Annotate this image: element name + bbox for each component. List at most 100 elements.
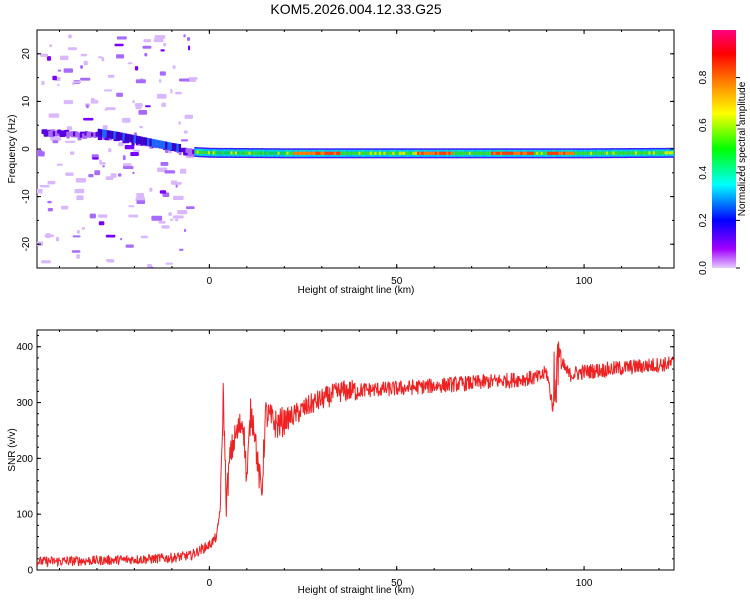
trace-segment [102,129,105,138]
trace-band-core [599,151,602,155]
colorbar-tick-label: 0.4 [698,165,709,179]
noise-speck [39,185,50,188]
trace-band-core [212,151,215,155]
snr-frame [36,329,675,571]
trace-band-core [405,151,409,155]
colorbar-ticks: 0.0 0.2 0.4 0.6 0.8 [698,70,740,275]
colorbar-label: Normalized spectral amplitude [737,81,748,216]
trace-segment [174,143,177,152]
trace-band-core [399,151,402,155]
trace-band-core [383,151,386,155]
trace-band-core [250,151,253,155]
trace-band-core [441,151,445,155]
noise-speck [107,260,115,263]
noise-speck [72,235,81,238]
trace-band-core [614,151,618,155]
trace-band-core [506,151,510,155]
noise-speck [66,126,73,131]
noise-speck [170,88,173,94]
trace-band-core [594,151,597,155]
noise-speck [136,200,146,204]
trace-band-core [221,151,224,155]
trace-band-core [259,151,262,155]
trace-band-core [324,151,328,155]
trace-band-core [390,151,393,155]
trace-band-core [509,151,512,155]
noise-speck [122,155,126,161]
trace-band-core [653,151,656,155]
noise-speck [125,244,134,248]
trace-segment [144,137,148,146]
trace-band-core [569,151,573,155]
trace-band-core [468,151,472,155]
noise-speck [63,100,74,105]
noise-speck [142,45,152,49]
noise-speck [114,43,124,47]
noise-speck [80,53,87,57]
trace-band-core [273,151,276,155]
trace-band-core [237,151,240,155]
noise-speck [65,172,74,176]
noise-speck [162,192,170,197]
trace-band-core [644,151,647,155]
noise-speck [183,130,188,134]
noise-speck [183,34,186,38]
noise-speck [68,47,77,51]
noise-speck [56,163,63,166]
y-tick-label: -10 [21,189,32,204]
trace-band-core [531,151,534,155]
noise-speck [173,215,184,219]
trace-segment [131,134,134,143]
trace-band-core [252,151,256,155]
trace-segment [156,139,159,148]
trace-band-core [302,151,305,155]
trace-band-core [331,151,334,155]
trace-band-core [434,151,438,155]
x-tick-label: 100 [576,578,593,589]
trace-band-core [428,151,431,155]
trace-band-core [257,151,260,155]
trace-band-core [576,151,579,155]
x-tick-label: 50 [391,276,403,287]
trace-band-core [327,151,330,155]
noise-speck [48,113,60,118]
noise-speck [46,56,51,61]
trace-band-core [664,151,667,155]
trace-band-core [234,151,238,155]
noise-speck [149,187,153,192]
trace-band-core [655,151,658,155]
trace-band-core [300,151,303,155]
trace-band-core [592,151,595,155]
snr-ticks: 0 50 100 0 100 200 300 400 [16,330,674,589]
trace-band-core [201,150,204,154]
noise-speck [180,139,188,142]
noise-speck [102,165,105,168]
noise-speck [47,180,56,185]
trace-band-core [198,150,202,154]
trace-band-core [385,151,388,155]
noise-speck [57,69,62,72]
noise-speck [177,210,188,215]
trace-band-core [345,151,348,155]
trace-band-core [421,151,424,155]
noise-speck [175,91,182,95]
trace-band-core [581,151,584,155]
trace-band-core [617,151,620,155]
trace-band-core [513,151,516,155]
x-tick-label: 0 [207,276,213,287]
trace-band-core [311,151,314,155]
trace-band-core [666,151,669,155]
trace-band-core [282,151,285,155]
trace-band-core [381,151,384,155]
trace-band-core [358,151,361,155]
spectrogram-ticks: 0 50 100 -20 -10 0 10 20 [21,29,674,287]
noise-speck [52,140,59,144]
trace-band-core [349,151,352,155]
trace-band-core [554,151,557,155]
noise-speck [147,264,152,268]
trace-band-core [574,151,577,155]
trace-band-core [493,151,496,155]
trace-band-core [497,151,501,155]
trace-band-core [412,151,415,155]
trace-band-core [354,151,357,155]
